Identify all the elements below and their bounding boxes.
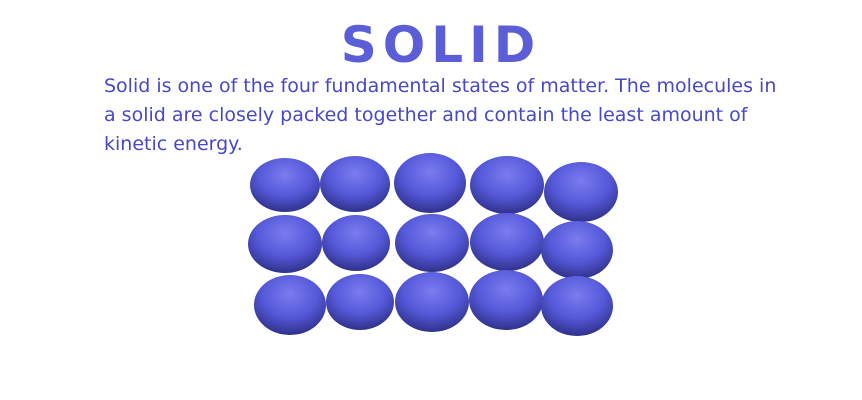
molecule: [470, 156, 544, 214]
molecule: [326, 274, 394, 330]
molecule: [395, 272, 469, 332]
description-text: Solid is one of the four fundamental sta…: [104, 75, 777, 155]
molecule: [248, 215, 322, 273]
molecule: [544, 162, 618, 222]
molecule: [541, 221, 613, 279]
page-title: SOLID: [340, 16, 542, 74]
molecule: [470, 213, 544, 271]
molecule: [469, 270, 543, 330]
molecule: [541, 276, 613, 336]
molecule: [320, 156, 390, 212]
molecule: [322, 215, 390, 271]
molecule: [254, 275, 326, 335]
molecule: [394, 153, 466, 213]
molecule: [395, 214, 469, 272]
molecule: [250, 158, 320, 212]
